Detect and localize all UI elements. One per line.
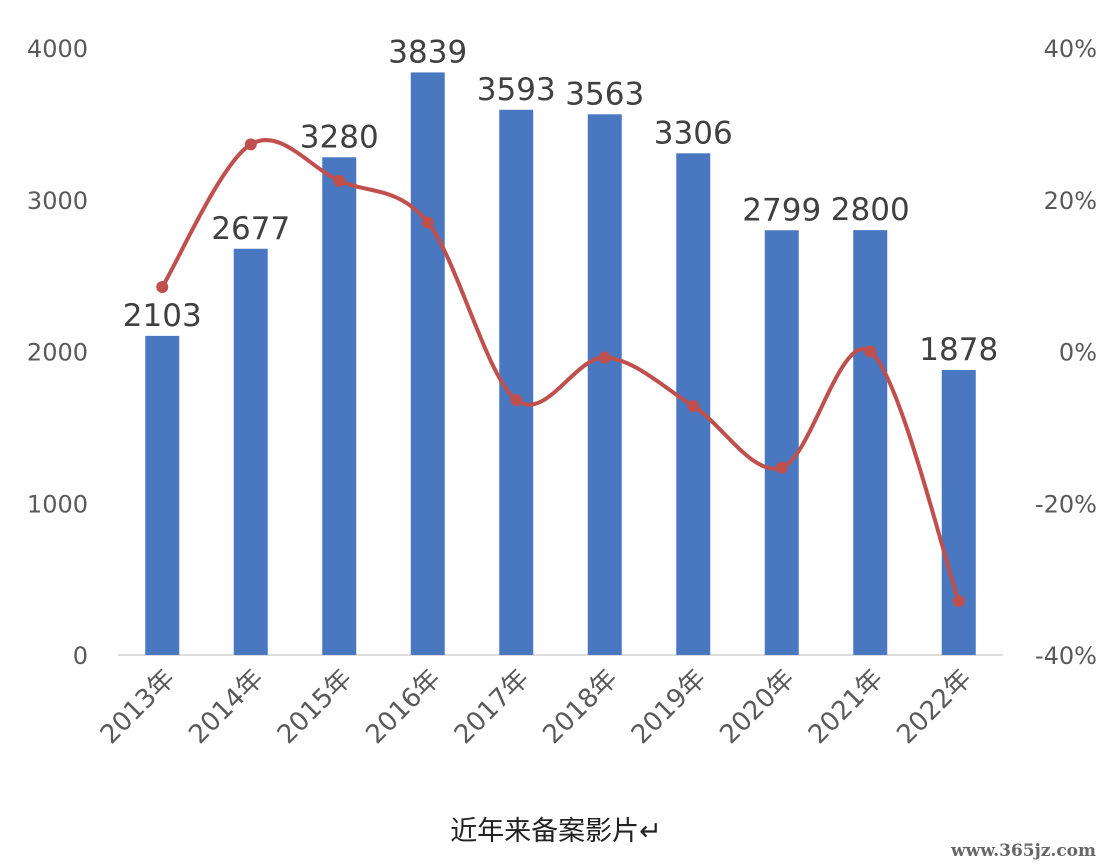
- bar: [587, 114, 622, 655]
- left-tick-label: 0: [73, 642, 88, 670]
- bar-data-label: 3839: [388, 34, 467, 70]
- right-tick-label: 20%: [1044, 187, 1097, 215]
- bar-data-label: 2800: [831, 192, 910, 228]
- left-tick-label: 2000: [27, 339, 88, 367]
- left-tick-label: 1000: [27, 490, 88, 518]
- bar-data-label: 2677: [211, 211, 290, 247]
- left-tick-label: 4000: [27, 35, 88, 63]
- bar: [764, 230, 799, 655]
- line-point: [864, 345, 877, 358]
- x-tick-label: 2018年: [537, 664, 623, 750]
- right-tick-label: -20%: [1035, 490, 1097, 518]
- right-axis-ticks: -40% -20% 0% 20% 40%: [1035, 35, 1097, 670]
- right-tick-label: 0%: [1059, 339, 1097, 367]
- bar: [499, 109, 534, 655]
- line-point: [775, 461, 788, 474]
- x-tick-label: 2019年: [626, 664, 712, 750]
- bar-data-label: 3280: [300, 119, 379, 155]
- line-point: [244, 138, 257, 151]
- bar: [145, 335, 180, 655]
- line-point: [421, 216, 434, 229]
- x-tick-label: 2014年: [183, 664, 269, 750]
- bar: [941, 370, 976, 655]
- bar-data-label: 1878: [919, 332, 998, 368]
- chart-caption: 近年来备案影片↵: [450, 816, 662, 847]
- right-tick-label: -40%: [1035, 642, 1097, 670]
- bar: [853, 230, 888, 655]
- line-point: [687, 400, 700, 413]
- data-labels: 2103 2677 3280 3839 3593 3563 3306 2799 2800 1878: [123, 34, 998, 368]
- bar-data-label: 3306: [654, 115, 733, 151]
- bar: [322, 157, 357, 655]
- bar: [410, 72, 445, 655]
- line-point: [952, 595, 965, 608]
- x-tick-label: 2021年: [803, 664, 889, 750]
- line-point: [156, 281, 169, 294]
- line-point: [333, 174, 346, 187]
- bar: [233, 248, 268, 655]
- bar-data-label: 2103: [123, 298, 202, 334]
- bar-data-label: 3563: [565, 76, 644, 112]
- x-axis-labels: 2013年 2014年 2015年 2016年 2017年 2018年 2019年 2020年…: [95, 664, 978, 750]
- line-series: [156, 138, 965, 608]
- x-tick-label: 2017年: [449, 664, 535, 750]
- x-tick-label: 2015年: [272, 664, 358, 750]
- bar-data-label: 3593: [477, 72, 556, 108]
- x-tick-label: 2013年: [95, 664, 181, 750]
- x-tick-label: 2020年: [714, 664, 800, 750]
- watermark: www.365jz.com: [950, 841, 1096, 861]
- bar-data-label: 2799: [742, 192, 821, 228]
- bar-series: [145, 72, 976, 655]
- line-point: [510, 394, 523, 407]
- growth-line: [160, 138, 961, 604]
- left-axis-ticks: 0 1000 2000 3000 4000: [27, 35, 88, 670]
- x-tick-label: 2022年: [891, 664, 977, 750]
- left-tick-label: 3000: [27, 187, 88, 215]
- right-tick-label: 40%: [1044, 35, 1097, 63]
- line-point: [598, 351, 611, 364]
- x-tick-label: 2016年: [360, 664, 446, 750]
